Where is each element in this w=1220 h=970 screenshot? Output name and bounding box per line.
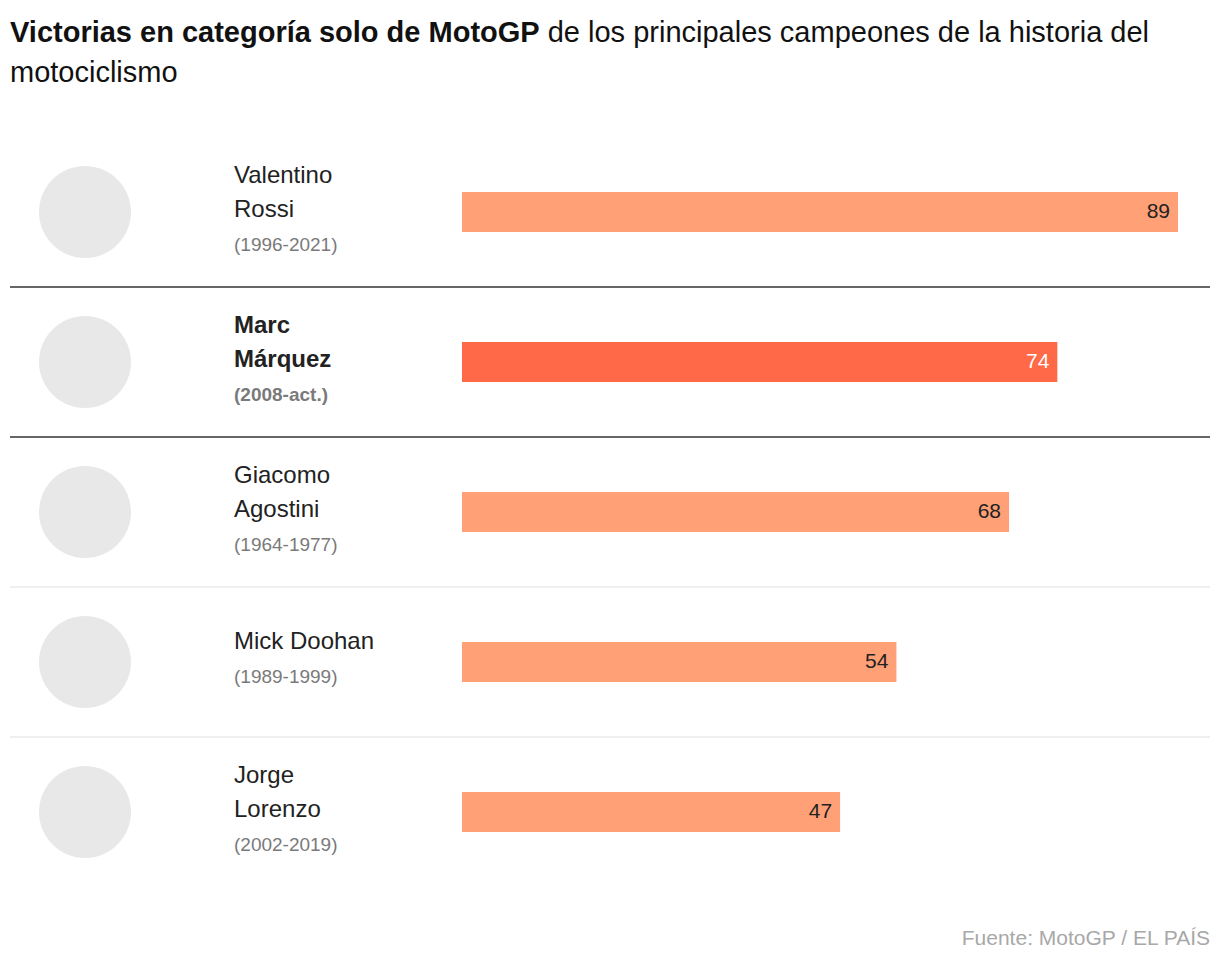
svg-text:Márquez: Márquez (234, 345, 331, 372)
svg-text:54: 54 (865, 649, 889, 672)
svg-text:(1964-1977): (1964-1977) (234, 534, 338, 555)
svg-text:Marc: Marc (234, 311, 290, 338)
svg-text:68: 68 (978, 499, 1001, 522)
html-text:Victorias en categoría solo de: Victorias en categoría solo de MotoGP de… (10, 16, 1149, 88)
svg-text:89: 89 (1147, 199, 1170, 222)
svg-text:(2002-2019): (2002-2019) (234, 834, 338, 855)
svg-text:Rossi: Rossi (234, 195, 294, 222)
svg-text:Valentino: Valentino (234, 161, 332, 188)
svg-text:Mick Doohan: Mick Doohan (234, 627, 374, 654)
html-text:Fuente: MotoGP / EL PAÍS: Fuente: MotoGP / EL PAÍS (961, 926, 1210, 949)
svg-text:Lorenzo: Lorenzo (234, 795, 321, 822)
svg-text:Jorge: Jorge (234, 761, 294, 788)
svg-text:(1989-1999): (1989-1999) (234, 666, 338, 687)
svg-text:(1996-2021): (1996-2021) (234, 234, 338, 255)
svg-text:74: 74 (1026, 349, 1050, 372)
svg-text:Giacomo: Giacomo (234, 461, 330, 488)
svg-text:Agostini: Agostini (234, 495, 319, 522)
svg-text:(2008-act.): (2008-act.) (234, 384, 328, 405)
svg-text:47: 47 (809, 799, 832, 822)
